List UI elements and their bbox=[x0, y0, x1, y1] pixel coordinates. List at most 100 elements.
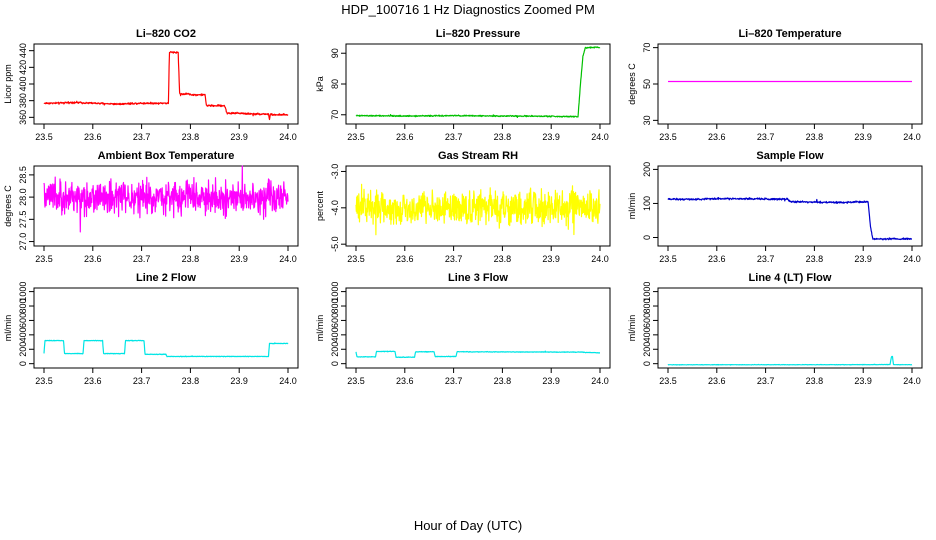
y-tick-label: 28.0 bbox=[18, 188, 28, 206]
x-tick-label: 23.7 bbox=[445, 376, 463, 386]
x-tick-label: 23.7 bbox=[133, 132, 151, 142]
panel-4: Ambient Box Temperature degrees C 23.5 23.6… bbox=[3, 150, 299, 264]
plot-frame bbox=[345, 287, 611, 369]
series-line bbox=[43, 50, 289, 121]
y-axis-label: kPa bbox=[315, 76, 325, 92]
x-tick-label: 23.9 bbox=[542, 254, 560, 264]
x-tick-label: 24.0 bbox=[591, 376, 609, 386]
y-axis-label: ml/min bbox=[3, 315, 13, 342]
x-tick-label: 23.8 bbox=[806, 254, 824, 264]
x-tick-label: 23.8 bbox=[806, 132, 824, 142]
panel-title: Sample Flow bbox=[756, 150, 824, 162]
x-tick-label: 23.9 bbox=[854, 376, 872, 386]
y-tick-label: 30 bbox=[642, 115, 652, 125]
y-tick-label: 800 bbox=[18, 299, 28, 314]
y-tick-label: 360 bbox=[18, 110, 28, 125]
panel-3: Li–820 Temperature degrees C 23.5 23.6 23.7 2… bbox=[627, 28, 923, 142]
y-tick-label: 200 bbox=[642, 162, 652, 177]
y-tick-label: 420 bbox=[18, 60, 28, 75]
x-tick-label: 23.7 bbox=[757, 254, 775, 264]
figure-title: HDP_100716 1 Hz Diagnostics Zoomed PM bbox=[341, 2, 595, 17]
x-tick-label: 23.8 bbox=[494, 376, 512, 386]
x-tick-label: 23.5 bbox=[659, 132, 677, 142]
x-tick-label: 23.9 bbox=[542, 376, 560, 386]
panel-title: Line 4 (LT) Flow bbox=[749, 272, 832, 284]
x-tick-label: 23.5 bbox=[347, 132, 365, 142]
panel-8: Line 3 Flow ml/min 23.5 23.6 23.7 23.8 23.9 24.… bbox=[315, 272, 611, 386]
y-tick-label: 27.5 bbox=[18, 211, 28, 229]
x-tick-label: 23.7 bbox=[757, 132, 775, 142]
x-tick-label: 23.5 bbox=[659, 254, 677, 264]
x-tick-label: 23.9 bbox=[230, 254, 248, 264]
y-axis-label: percent bbox=[315, 190, 325, 221]
x-tick-label: 23.6 bbox=[708, 376, 726, 386]
x-tick-label: 23.9 bbox=[230, 376, 248, 386]
panel-title: Li–820 Pressure bbox=[436, 28, 520, 40]
plot-frame bbox=[345, 165, 611, 247]
x-tick-label: 23.6 bbox=[396, 132, 414, 142]
x-tick-label: 24.0 bbox=[591, 254, 609, 264]
x-tick-label: 23.8 bbox=[182, 376, 200, 386]
y-tick-label: 70 bbox=[330, 110, 340, 120]
y-tick-label: 1000 bbox=[642, 282, 652, 302]
y-tick-label: 380 bbox=[18, 93, 28, 108]
x-tick-label: 23.8 bbox=[494, 254, 512, 264]
y-tick-label: 90 bbox=[330, 48, 340, 58]
y-axis-label: degrees C bbox=[3, 185, 13, 227]
x-tick-label: 23.5 bbox=[35, 254, 53, 264]
x-tick-label: 23.5 bbox=[659, 376, 677, 386]
x-tick-label: 23.7 bbox=[133, 254, 151, 264]
y-tick-label: 200 bbox=[642, 342, 652, 357]
panel-5: Gas Stream RH percent 23.5 23.6 23.7 23.8 23.9… bbox=[315, 150, 611, 264]
panel-9: Line 4 (LT) Flow ml/min 23.5 23.6 23.7 23.8 23… bbox=[627, 272, 923, 386]
x-tick-label: 23.6 bbox=[396, 254, 414, 264]
series-line bbox=[355, 183, 601, 236]
x-tick-label: 23.8 bbox=[182, 132, 200, 142]
y-tick-label: 440 bbox=[18, 43, 28, 58]
y-axis-label: Licor ppm bbox=[3, 64, 13, 104]
x-tick-label: 24.0 bbox=[279, 132, 297, 142]
x-tick-label: 23.7 bbox=[445, 132, 463, 142]
x-tick-label: 23.6 bbox=[84, 254, 102, 264]
x-tick-label: 23.5 bbox=[347, 376, 365, 386]
x-tick-label: 23.5 bbox=[35, 376, 53, 386]
x-tick-label: 23.6 bbox=[84, 376, 102, 386]
panel-1: Li–820 CO2 Licor ppm 23.5 23.6 23.7 23.8 23.9 2… bbox=[3, 28, 299, 142]
series-line bbox=[667, 197, 913, 241]
x-tick-label: 23.7 bbox=[445, 254, 463, 264]
panel-title: Line 2 Flow bbox=[136, 272, 196, 284]
y-tick-label: 28.5 bbox=[18, 166, 28, 184]
y-tick-label: 800 bbox=[330, 299, 340, 314]
y-tick-label: 400 bbox=[642, 327, 652, 342]
y-axis-label: ml/min bbox=[627, 193, 637, 220]
x-tick-label: 23.9 bbox=[230, 132, 248, 142]
y-tick-label: 80 bbox=[330, 79, 340, 89]
y-tick-label: 0 bbox=[642, 361, 652, 366]
plot-frame bbox=[33, 287, 299, 369]
y-tick-label: 50 bbox=[642, 79, 652, 89]
y-tick-label: 0 bbox=[18, 361, 28, 366]
x-tick-label: 23.8 bbox=[182, 254, 200, 264]
y-tick-label: 27.0 bbox=[18, 233, 28, 251]
panel-title: Li–820 Temperature bbox=[738, 28, 841, 40]
x-tick-label: 24.0 bbox=[591, 132, 609, 142]
plot-frame bbox=[657, 165, 923, 247]
x-tick-label: 23.9 bbox=[854, 132, 872, 142]
y-tick-label: -4.0 bbox=[330, 200, 340, 216]
x-tick-label: 24.0 bbox=[279, 254, 297, 264]
series-line bbox=[43, 339, 289, 358]
x-tick-label: 23.6 bbox=[708, 132, 726, 142]
y-tick-label: 600 bbox=[18, 313, 28, 328]
plot-frame bbox=[657, 43, 923, 125]
series-line bbox=[355, 350, 601, 359]
y-axis-label: ml/min bbox=[627, 315, 637, 342]
plot-frame bbox=[33, 165, 299, 247]
y-tick-label: 400 bbox=[18, 327, 28, 342]
panel-6: Sample Flow ml/min 23.5 23.6 23.7 23.8 23.9 24.… bbox=[627, 150, 923, 264]
y-tick-label: 1000 bbox=[330, 282, 340, 302]
panel-title: Gas Stream RH bbox=[438, 150, 518, 162]
plot-frame bbox=[33, 43, 299, 125]
y-tick-label: 100 bbox=[642, 196, 652, 211]
x-axis-label: Hour of Day (UTC) bbox=[413, 518, 523, 533]
y-tick-label: 400 bbox=[18, 76, 28, 91]
